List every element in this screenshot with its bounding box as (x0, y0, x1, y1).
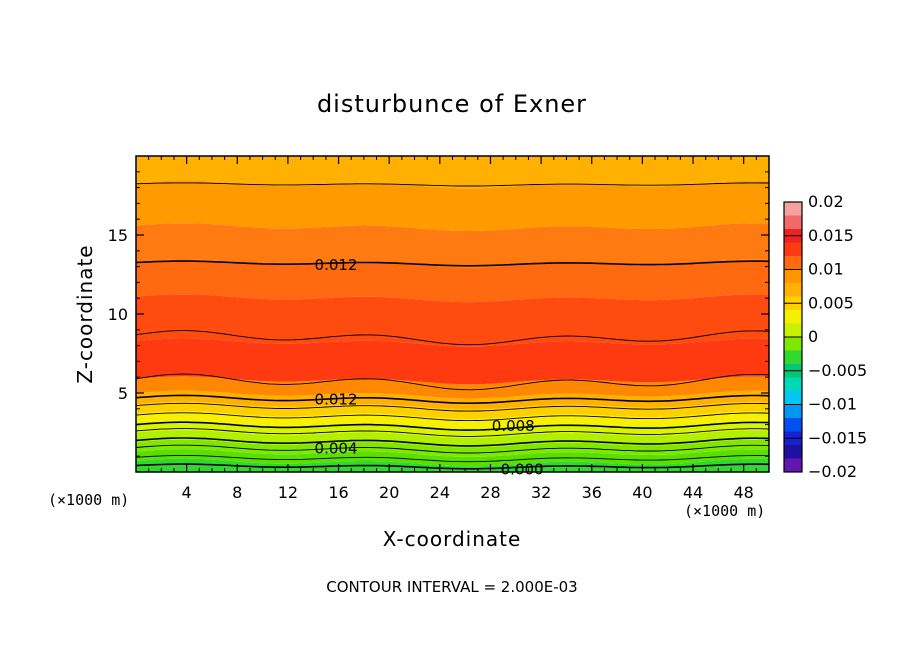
colorbar-swatch-18 (784, 445, 802, 459)
colorbar-swatch-16 (784, 418, 802, 432)
x-tick-label-3: 16 (328, 483, 348, 502)
x-tick-label-11: 48 (734, 483, 754, 502)
contour-line-5 (135, 421, 770, 431)
colorbar-tick-label-1: 0.015 (808, 226, 854, 245)
x-tick-label-0: 4 (182, 483, 192, 502)
contour-line-4 (135, 428, 770, 437)
field-band-10 (136, 294, 769, 347)
x-axis-ticks: 4 8 12 16 20 24 28 32 36 40 44 48 (148, 156, 757, 502)
x-tick-label-6: 28 (480, 483, 500, 502)
colorbar-tick-label-3: 0.005 (808, 293, 854, 312)
field-band-0 (136, 458, 769, 472)
colorbar: 0.02 0.015 0.01 0.005 0 −0.005 −0.01 −0.015 −0.0… (783, 192, 867, 481)
colorbar-swatch-1 (784, 215, 802, 230)
colorbar-tick-label-4: 0 (808, 327, 818, 346)
y-axis-ticks: 5 10 15 (108, 171, 769, 457)
colorbar-swatch-5 (784, 269, 802, 284)
colorbar-tick-label-0: 0.02 (808, 192, 844, 211)
contour-line-12 (135, 182, 769, 187)
colorbar-swatch-14 (784, 391, 802, 405)
y-axis-title: Z-coordinate (73, 244, 97, 383)
colorbar-tick-label-7: −0.015 (808, 428, 867, 447)
x-tick-label-5: 24 (430, 483, 450, 502)
contour-line-2 (135, 444, 770, 454)
colorbar-swatch-8 (784, 310, 802, 324)
contour-label-3: 0.004 (315, 439, 358, 457)
field-band-2 (136, 439, 769, 457)
field-band-11 (136, 259, 769, 303)
colorbar-swatch-0 (784, 202, 802, 216)
contour-line-3 (135, 437, 770, 447)
field-band-13 (136, 180, 769, 231)
contour-line-1 (135, 454, 770, 463)
colorbar-tick-label-5: −0.005 (808, 361, 867, 380)
colorbar-swatch-9 (784, 323, 802, 338)
x-tick-label-8: 36 (582, 483, 602, 502)
contour-label-0: 0.012 (315, 256, 358, 274)
colorbar-swatch-10 (784, 337, 802, 351)
field-band-8 (136, 376, 769, 399)
colorbar-swatch-19 (784, 458, 802, 473)
field-band-9 (136, 338, 769, 385)
colorbar-swatch-15 (784, 404, 802, 419)
colorbar-swatch-6 (784, 283, 802, 297)
field-band-7 (136, 390, 769, 410)
x-tick-label-10: 44 (683, 483, 703, 502)
contour-line-11 (135, 260, 770, 267)
x-axis-title: X-coordinate (383, 527, 522, 551)
y-tick-label-2: 15 (108, 226, 128, 245)
colorbar-tick-label-2: 0.01 (808, 260, 844, 279)
contour-label-layer: 0.012 0.012 0.008 0.004 0.000 (315, 256, 544, 479)
field-layer (136, 156, 769, 472)
colorbar-tick-label-8: −0.02 (808, 462, 857, 481)
contour-label-2: 0.008 (492, 417, 535, 435)
contour-line-6 (135, 412, 770, 422)
field-band-12 (136, 223, 769, 268)
colorbar-swatch-3 (784, 242, 802, 257)
colorbar-swatch-4 (784, 256, 802, 270)
x-unit-left: (×1000 m) (48, 491, 129, 509)
x-tick-label-2: 12 (278, 483, 298, 502)
x-tick-label-4: 20 (379, 483, 399, 502)
field-band-1 (136, 449, 769, 467)
x-tick-label-1: 8 (232, 483, 242, 502)
contour-line-7 (135, 402, 770, 412)
contour-interval-caption: CONTOUR INTERVAL = 2.000E-03 (326, 578, 577, 596)
x-unit-right: (×1000 m) (684, 502, 765, 520)
x-tick-label-9: 40 (632, 483, 652, 502)
contour-label-1: 0.012 (315, 390, 358, 408)
colorbar-tick-label-6: −0.01 (808, 395, 857, 414)
contour-line-10 (135, 330, 770, 346)
colorbar-swatch-11 (784, 350, 802, 365)
field-band-14 (136, 156, 769, 189)
x-tick-label-7: 32 (531, 483, 551, 502)
y-tick-label-1: 10 (108, 305, 128, 324)
contour-line-8 (135, 394, 770, 404)
chart-title: disturbunce of Exner (317, 90, 587, 118)
y-tick-label-0: 5 (118, 384, 128, 403)
contour-label-4: 0.000 (501, 461, 544, 479)
colorbar-swatch-13 (784, 377, 802, 392)
contour-line-9 (135, 373, 770, 391)
